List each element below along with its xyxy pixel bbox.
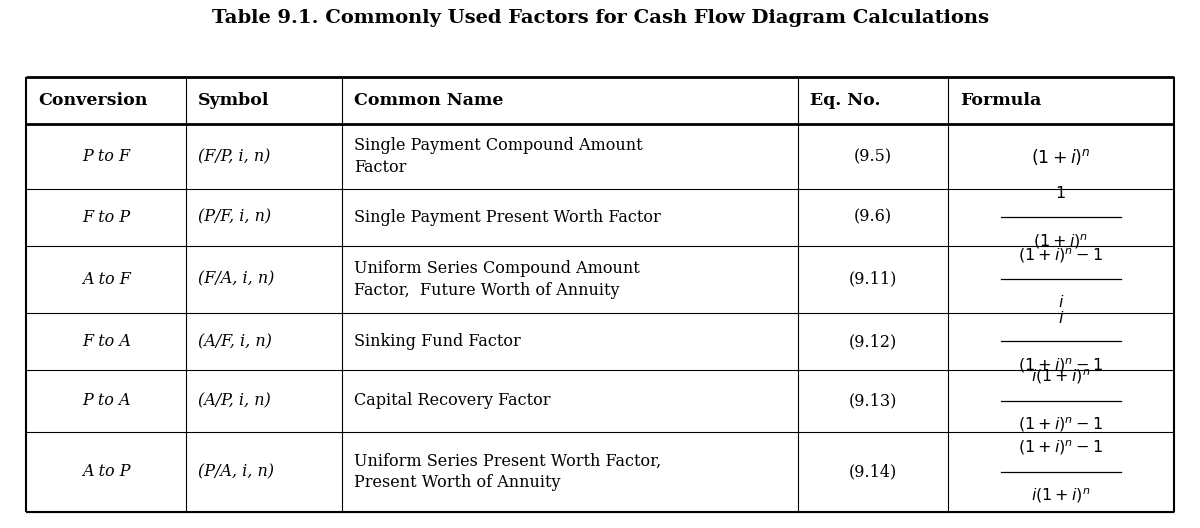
Text: A to F: A to F: [82, 271, 131, 288]
Text: P to F: P to F: [82, 148, 131, 165]
Text: (9.6): (9.6): [854, 209, 892, 226]
Text: (9.13): (9.13): [848, 392, 898, 409]
Text: $i(1 + i)^n$: $i(1 + i)^n$: [1031, 487, 1091, 505]
Text: Conversion: Conversion: [38, 92, 148, 109]
Text: (9.11): (9.11): [848, 271, 898, 288]
Text: $(1 + i)^n - 1$: $(1 + i)^n - 1$: [1019, 356, 1103, 375]
Text: Symbol: Symbol: [198, 92, 270, 109]
Text: F to A: F to A: [82, 333, 131, 350]
Text: Table 9.1. Commonly Used Factors for Cash Flow Diagram Calculations: Table 9.1. Commonly Used Factors for Cas…: [211, 10, 989, 27]
Text: (A/F, i, n): (A/F, i, n): [198, 333, 272, 350]
Text: (9.12): (9.12): [848, 333, 898, 350]
Text: (A/P, i, n): (A/P, i, n): [198, 392, 271, 409]
Text: (P/F, i, n): (P/F, i, n): [198, 209, 271, 226]
Text: $1$: $1$: [1056, 185, 1066, 202]
Text: $(1 + i)^n - 1$: $(1 + i)^n - 1$: [1019, 438, 1103, 457]
Text: F to P: F to P: [82, 209, 131, 226]
Text: $(1 + i)^n$: $(1 + i)^n$: [1033, 232, 1088, 251]
Text: Single Payment Compound Amount
Factor: Single Payment Compound Amount Factor: [354, 137, 643, 176]
Text: Uniform Series Present Worth Factor,
Present Worth of Annuity: Uniform Series Present Worth Factor, Pre…: [354, 452, 661, 491]
Text: (9.5): (9.5): [854, 148, 892, 165]
Text: Formula: Formula: [960, 92, 1042, 109]
Text: A to P: A to P: [82, 464, 131, 480]
Text: Capital Recovery Factor: Capital Recovery Factor: [354, 392, 551, 409]
Text: $i$: $i$: [1057, 294, 1064, 311]
Text: (F/A, i, n): (F/A, i, n): [198, 271, 275, 288]
Text: $(1 + i)^n - 1$: $(1 + i)^n - 1$: [1019, 246, 1103, 265]
Text: $i(1 + i)^n$: $i(1 + i)^n$: [1031, 367, 1091, 386]
Text: $i$: $i$: [1057, 309, 1064, 327]
Text: (9.14): (9.14): [848, 464, 898, 480]
Text: (P/A, i, n): (P/A, i, n): [198, 464, 274, 480]
Text: Common Name: Common Name: [354, 92, 504, 109]
Text: Eq. No.: Eq. No.: [810, 92, 881, 109]
Text: $(1 + i)^n - 1$: $(1 + i)^n - 1$: [1019, 416, 1103, 434]
Text: Uniform Series Compound Amount
Factor,  Future Worth of Annuity: Uniform Series Compound Amount Factor, F…: [354, 260, 640, 299]
Text: (F/P, i, n): (F/P, i, n): [198, 148, 270, 165]
Text: Single Payment Present Worth Factor: Single Payment Present Worth Factor: [354, 209, 661, 226]
Text: Sinking Fund Factor: Sinking Fund Factor: [354, 333, 521, 350]
Text: P to A: P to A: [82, 392, 131, 409]
Text: $(1 + i)^n$: $(1 + i)^n$: [1031, 147, 1091, 167]
